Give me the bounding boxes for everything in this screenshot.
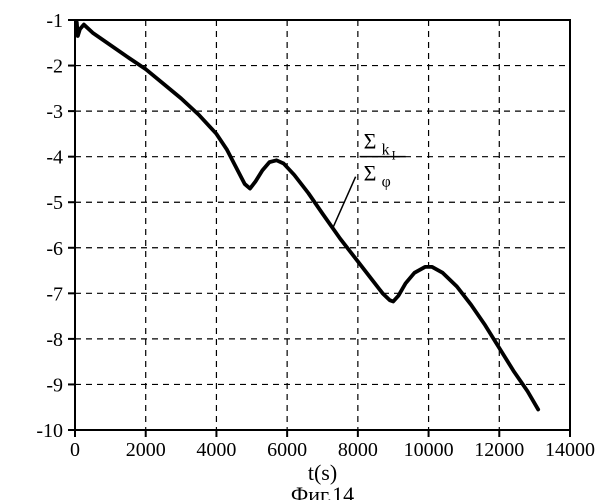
label-numerator-sub-i: I (392, 149, 396, 163)
x-tick-label: 4000 (196, 439, 236, 461)
y-tick-label: -10 (36, 420, 63, 442)
x-tick-label: 12000 (474, 439, 524, 461)
y-tick-label: -8 (46, 329, 63, 351)
y-tick-label: -6 (46, 238, 63, 260)
label-denominator-sigma: Σ (364, 161, 377, 186)
y-tick-label: -5 (46, 192, 63, 214)
x-tick-label: 2000 (126, 439, 166, 461)
y-tick-label: -4 (46, 147, 63, 169)
y-tick-label: -1 (46, 10, 63, 32)
label-numerator-sigma: Σ (364, 129, 377, 154)
label-numerator-sub-k: k (382, 142, 390, 159)
x-tick-label: 10000 (404, 439, 454, 461)
x-tick-label: 8000 (338, 439, 378, 461)
x-tick-label: 6000 (267, 439, 307, 461)
y-tick-label: -9 (46, 374, 63, 396)
x-tick-label: 0 (70, 439, 80, 461)
figure-caption: Фиг.14 (291, 482, 354, 500)
y-tick-label: -3 (46, 101, 63, 123)
y-tick-label: -2 (46, 56, 63, 78)
y-tick-label: -7 (46, 283, 63, 305)
chart-background (0, 0, 601, 500)
label-denominator-sub: φ (382, 174, 391, 191)
x-tick-label: 14000 (545, 439, 595, 461)
